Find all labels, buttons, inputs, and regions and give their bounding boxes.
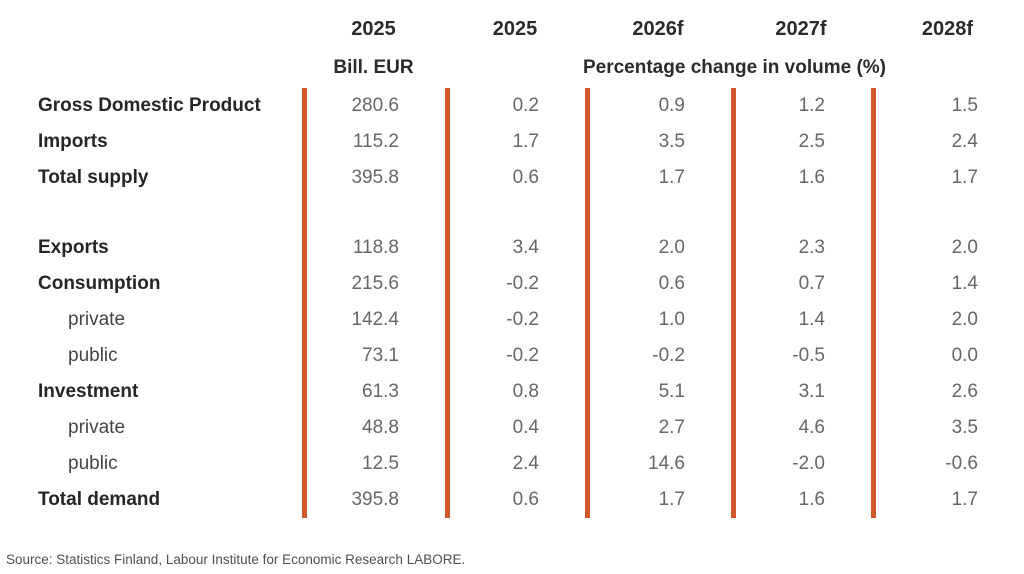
header-empty [0, 48, 302, 88]
cell-value: 395.8 [302, 482, 445, 518]
cell-value: 73.1 [302, 338, 445, 374]
row-label: private [68, 309, 126, 330]
cell-value: 3.1 [731, 374, 871, 410]
cell-value: -2.0 [731, 446, 871, 482]
header-year-2026f: 2026f [632, 17, 684, 40]
economy-forecast-table: 2025 2025 2026f 2027f 2028f Bill. EUR Pe… [0, 10, 1024, 518]
cell-value: 280.6 [302, 88, 445, 124]
row-label: Gross Domestic Product [38, 95, 261, 116]
cell-value: 0.6 [585, 266, 731, 302]
cell-value: 12.5 [302, 446, 445, 482]
cell-value: 1.6 [731, 160, 871, 196]
cell-value: 118.8 [302, 230, 445, 266]
spacer-cell [731, 196, 871, 230]
header-year-2025: 2025 [492, 17, 538, 40]
cell-value: 1.4 [871, 266, 1024, 302]
cell-value: 0.6 [445, 482, 585, 518]
cell-value: 1.6 [731, 482, 871, 518]
cell-value: 2.3 [731, 230, 871, 266]
row-label: Total supply [38, 167, 149, 188]
cell-value: 14.6 [585, 446, 731, 482]
cell-value: -0.2 [445, 266, 585, 302]
cell-value: 0.2 [445, 88, 585, 124]
row-label: public [68, 345, 118, 366]
cell-value: 61.3 [302, 374, 445, 410]
cell-value: 3.5 [585, 124, 731, 160]
cell-value: 1.2 [731, 88, 871, 124]
cell-value: 0.6 [445, 160, 585, 196]
header-unit-bill-eur: Bill. EUR [333, 57, 414, 78]
row-label: Total demand [38, 489, 161, 510]
row-label: public [68, 453, 118, 474]
cell-value: 2.0 [871, 230, 1024, 266]
cell-value: 142.4 [302, 302, 445, 338]
cell-value: -0.2 [585, 338, 731, 374]
row-label: private [68, 417, 126, 438]
cell-value: -0.2 [445, 338, 585, 374]
cell-value: -0.5 [731, 338, 871, 374]
cell-value: 215.6 [302, 266, 445, 302]
cell-value: 3.4 [445, 230, 585, 266]
header-year-bill-eur: 2025 [351, 17, 396, 40]
cell-value: 5.1 [585, 374, 731, 410]
spacer-cell [0, 196, 302, 230]
cell-value: 1.7 [871, 160, 1024, 196]
source-note: Source: Statistics Finland, Labour Insti… [6, 552, 466, 567]
cell-value: 1.7 [585, 482, 731, 518]
cell-value: 3.5 [871, 410, 1024, 446]
cell-value: 2.6 [871, 374, 1024, 410]
header-year-2028f: 2028f [921, 17, 974, 40]
spacer-cell [302, 196, 445, 230]
spacer-cell [871, 196, 1024, 230]
header-year-2027f: 2027f [775, 17, 827, 40]
row-label: Exports [38, 237, 109, 258]
cell-value: -0.6 [871, 446, 1024, 482]
cell-value: 2.5 [731, 124, 871, 160]
cell-value: 2.4 [445, 446, 585, 482]
cell-value: 48.8 [302, 410, 445, 446]
cell-value: 1.7 [871, 482, 1024, 518]
cell-value: 115.2 [302, 124, 445, 160]
cell-value: 0.4 [445, 410, 585, 446]
cell-value: 0.8 [445, 374, 585, 410]
cell-value: 2.4 [871, 124, 1024, 160]
cell-value: 1.7 [445, 124, 585, 160]
cell-value: 2.7 [585, 410, 731, 446]
cell-value: 4.6 [731, 410, 871, 446]
cell-value: 395.8 [302, 160, 445, 196]
cell-value: 2.0 [871, 302, 1024, 338]
cell-value: 1.5 [871, 88, 1024, 124]
header-empty [0, 10, 302, 48]
cell-value: -0.2 [445, 302, 585, 338]
cell-value: 1.7 [585, 160, 731, 196]
spacer-cell [585, 196, 731, 230]
cell-value: 0.0 [871, 338, 1024, 374]
spacer-cell [445, 196, 585, 230]
cell-value: 2.0 [585, 230, 731, 266]
cell-value: 0.7 [731, 266, 871, 302]
row-label: Investment [38, 381, 139, 402]
cell-value: 1.0 [585, 302, 731, 338]
row-label: Imports [38, 131, 108, 152]
header-unit-percentage: Percentage change in volume (%) [582, 57, 887, 78]
cell-value: 1.4 [731, 302, 871, 338]
row-label: Consumption [38, 273, 161, 294]
cell-value: 0.9 [585, 88, 731, 124]
